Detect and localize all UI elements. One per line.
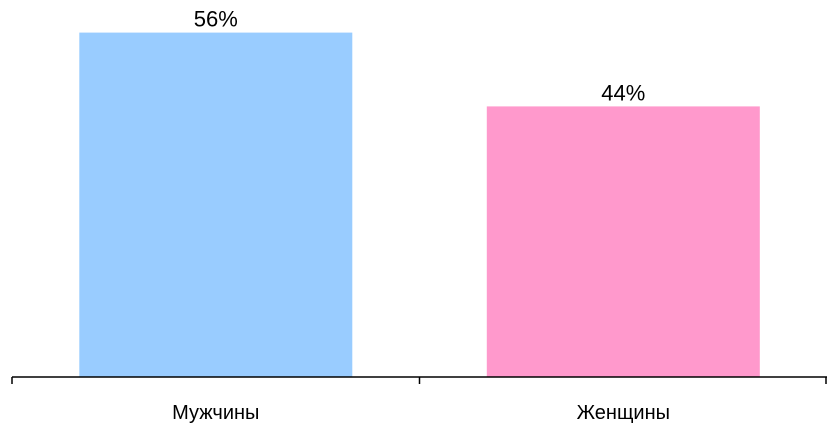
bars-layer bbox=[79, 32, 760, 378]
x-axis bbox=[11, 376, 827, 384]
bar-1 bbox=[79, 32, 353, 377]
data-label-1: 56% bbox=[194, 7, 238, 32]
x-tick-label-2: Женщины bbox=[577, 402, 670, 423]
labels-layer: 56% Мужчины 44% Женщины bbox=[172, 7, 670, 423]
x-tick-label-1: Мужчины bbox=[172, 402, 259, 423]
bar-2 bbox=[486, 106, 760, 378]
data-label-2: 44% bbox=[601, 80, 645, 105]
